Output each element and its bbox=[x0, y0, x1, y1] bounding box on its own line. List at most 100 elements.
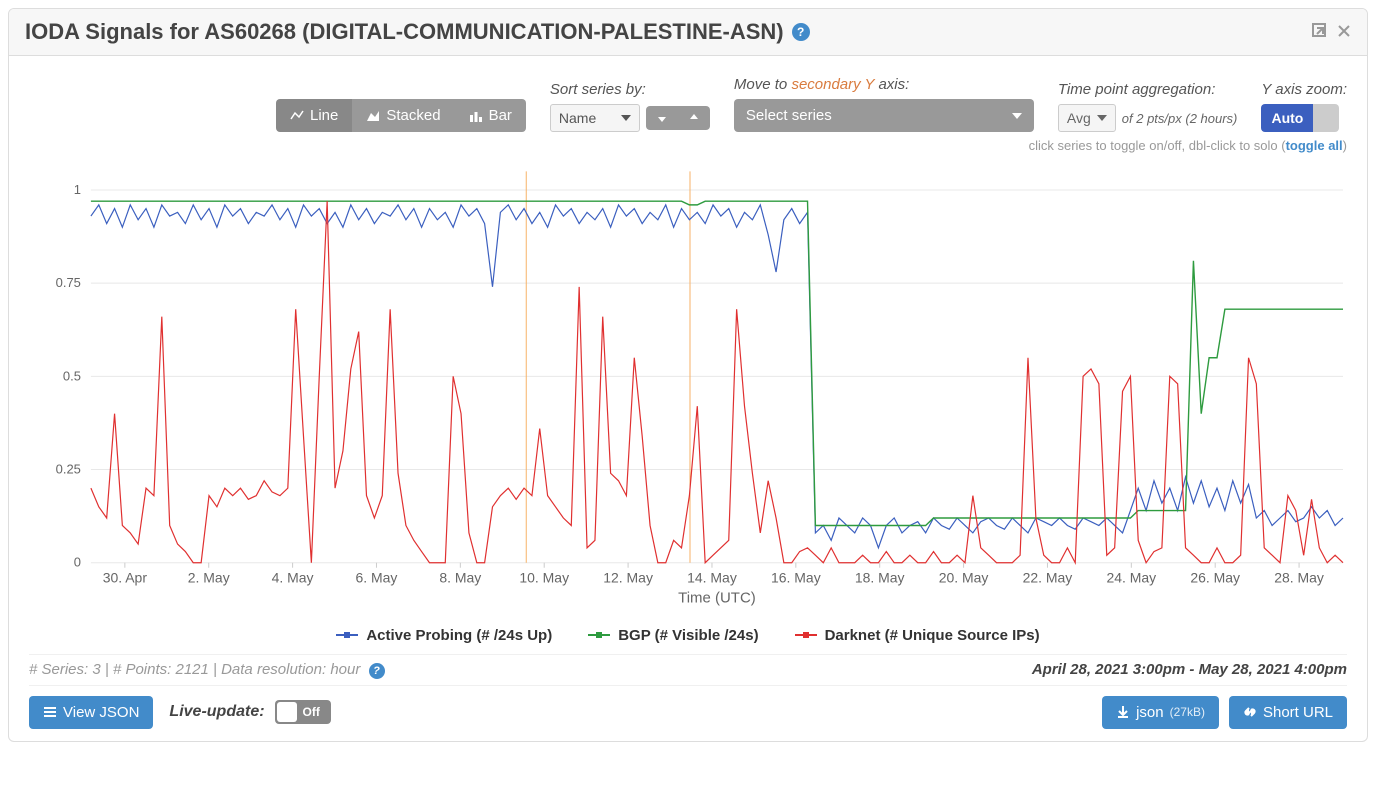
agg-select[interactable]: Avg bbox=[1058, 104, 1116, 132]
agg-group: Time point aggregation: Avg of 2 pts/px … bbox=[1058, 81, 1238, 132]
zoom-value: Auto bbox=[1261, 104, 1313, 132]
sort-value: Name bbox=[559, 110, 596, 126]
popout-icon[interactable] bbox=[1311, 22, 1327, 43]
svg-text:12. May: 12. May bbox=[603, 570, 653, 586]
svg-text:30. Apr: 30. Apr bbox=[103, 570, 148, 586]
chevron-down-icon bbox=[621, 115, 631, 121]
help-icon[interactable]: ? bbox=[369, 663, 385, 679]
svg-text:28. May: 28. May bbox=[1274, 570, 1324, 586]
live-toggle[interactable]: Off bbox=[275, 700, 331, 724]
svg-text:22. May: 22. May bbox=[1023, 570, 1073, 586]
chart-area: 00.250.50.75130. Apr2. May4. May6. May8.… bbox=[29, 157, 1347, 617]
hint-close: ) bbox=[1343, 138, 1347, 153]
sort-up-button[interactable] bbox=[678, 106, 710, 130]
info-row: # Series: 3 | # Points: 2121 | Data reso… bbox=[29, 654, 1347, 686]
svg-text:20. May: 20. May bbox=[939, 570, 989, 586]
svg-text:14. May: 14. May bbox=[687, 570, 737, 586]
svg-text:0: 0 bbox=[74, 555, 81, 570]
close-icon[interactable] bbox=[1337, 22, 1351, 43]
legend-label: BGP (# Visible /24s) bbox=[618, 627, 758, 644]
points-count: 2121 bbox=[175, 661, 208, 678]
line-label: Line bbox=[310, 107, 338, 124]
move-label-hl: secondary Y bbox=[791, 76, 874, 93]
controls-row: Line Stacked Bar Sort series by: bbox=[29, 72, 1347, 132]
chevron-down-icon bbox=[1097, 115, 1107, 121]
help-icon[interactable]: ? bbox=[792, 23, 810, 41]
view-json-label: View JSON bbox=[63, 704, 139, 721]
toggle-all-link[interactable]: toggle all bbox=[1286, 138, 1343, 153]
move-label: Move to secondary Y axis: bbox=[734, 76, 1034, 93]
legend-item[interactable]: Darknet (# Unique Source IPs) bbox=[795, 627, 1040, 644]
agg-suffix: of 2 pts/px (2 hours) bbox=[1122, 111, 1238, 126]
svg-text:26. May: 26. May bbox=[1190, 570, 1240, 586]
legend-item[interactable]: Active Probing (# /24s Up) bbox=[336, 627, 552, 644]
agg-value: Avg bbox=[1067, 110, 1091, 126]
legend: Active Probing (# /24s Up) BGP (# Visible… bbox=[29, 617, 1347, 654]
zoom-toggle[interactable]: Auto bbox=[1261, 104, 1339, 132]
svg-text:8. May: 8. May bbox=[439, 570, 481, 586]
chart-svg[interactable]: 00.250.50.75130. Apr2. May4. May6. May8.… bbox=[29, 157, 1347, 617]
zoom-off-track bbox=[1313, 104, 1339, 132]
header-actions bbox=[1311, 22, 1351, 43]
move-value: Select series bbox=[746, 107, 832, 124]
agg-label: Time point aggregation: bbox=[1058, 81, 1238, 98]
short-url-button[interactable]: Short URL bbox=[1229, 696, 1347, 729]
panel-header: IODA Signals for AS60268 (DIGITAL-COMMUN… bbox=[9, 9, 1367, 56]
live-label: Live-update: bbox=[169, 703, 264, 721]
time-range: April 28, 2021 3:00pm - May 28, 2021 4:0… bbox=[1032, 661, 1347, 678]
line-button[interactable]: Line bbox=[276, 99, 352, 132]
panel-body: Line Stacked Bar Sort series by: bbox=[9, 56, 1367, 741]
legend-item[interactable]: BGP (# Visible /24s) bbox=[588, 627, 758, 644]
sort-select[interactable]: Name bbox=[550, 104, 640, 132]
chart-panel: IODA Signals for AS60268 (DIGITAL-COMMUN… bbox=[8, 8, 1368, 742]
svg-text:2. May: 2. May bbox=[188, 570, 230, 586]
footer-right: json (27kB) Short URL bbox=[1102, 696, 1347, 729]
move-label-pre: Move to bbox=[734, 76, 792, 93]
live-state: Off bbox=[303, 705, 320, 719]
dl-json-label: json bbox=[1136, 704, 1164, 721]
legend-label: Active Probing (# /24s Up) bbox=[366, 627, 552, 644]
sort-label: Sort series by: bbox=[550, 81, 710, 98]
svg-text:16. May: 16. May bbox=[771, 570, 821, 586]
hint-row: click series to toggle on/off, dbl-click… bbox=[29, 138, 1347, 153]
sort-arrow-group bbox=[646, 106, 710, 130]
view-json-button[interactable]: View JSON bbox=[29, 696, 153, 729]
bar-button[interactable]: Bar bbox=[455, 99, 526, 132]
move-label-post: axis: bbox=[874, 76, 909, 93]
legend-swatch bbox=[795, 634, 817, 636]
short-url-label: Short URL bbox=[1263, 704, 1333, 721]
series-count: 3 bbox=[92, 661, 100, 678]
live-update-group: Live-update: Off bbox=[169, 700, 330, 724]
stacked-label: Stacked bbox=[386, 107, 440, 124]
svg-text:1: 1 bbox=[74, 182, 81, 197]
dl-json-size: (27kB) bbox=[1170, 705, 1205, 719]
svg-text:24. May: 24. May bbox=[1106, 570, 1156, 586]
move-select[interactable]: Select series bbox=[734, 99, 1034, 132]
download-json-button[interactable]: json (27kB) bbox=[1102, 696, 1219, 729]
res-label: | Data resolution: bbox=[209, 661, 330, 678]
svg-text:Time (UTC): Time (UTC) bbox=[678, 590, 756, 607]
zoom-label: Y axis zoom: bbox=[1261, 81, 1347, 98]
bar-label: Bar bbox=[489, 107, 512, 124]
info-meta: # Series: 3 | # Points: 2121 | Data reso… bbox=[29, 661, 385, 679]
svg-text:18. May: 18. May bbox=[855, 570, 905, 586]
agg-row: Avg of 2 pts/px (2 hours) bbox=[1058, 104, 1238, 132]
svg-text:0.75: 0.75 bbox=[56, 275, 81, 290]
footer-row: View JSON Live-update: Off json (27kB) bbox=[29, 686, 1347, 733]
stacked-button[interactable]: Stacked bbox=[352, 99, 454, 132]
move-group: Move to secondary Y axis: Select series bbox=[734, 76, 1034, 132]
hint-text: click series to toggle on/off, dbl-click… bbox=[1029, 138, 1286, 153]
zoom-group: Y axis zoom: Auto bbox=[1261, 81, 1347, 132]
svg-text:10. May: 10. May bbox=[519, 570, 569, 586]
sort-down-button[interactable] bbox=[646, 106, 678, 130]
res-value: hour bbox=[330, 661, 360, 678]
toggle-knob bbox=[277, 702, 297, 722]
panel-title: IODA Signals for AS60268 (DIGITAL-COMMUN… bbox=[25, 19, 784, 45]
legend-swatch bbox=[336, 634, 358, 636]
chart-type-btn-group: Line Stacked Bar bbox=[276, 99, 526, 132]
svg-text:0.25: 0.25 bbox=[56, 462, 81, 477]
points-label: | # Points: bbox=[101, 661, 176, 678]
footer-left: View JSON Live-update: Off bbox=[29, 696, 331, 729]
legend-label: Darknet (# Unique Source IPs) bbox=[825, 627, 1040, 644]
svg-text:4. May: 4. May bbox=[272, 570, 314, 586]
